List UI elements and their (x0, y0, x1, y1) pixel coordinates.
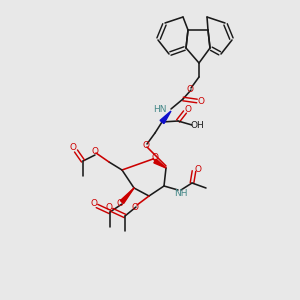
Text: O: O (91, 199, 98, 208)
Text: O: O (187, 85, 194, 94)
Text: O: O (184, 106, 191, 115)
Text: O: O (197, 98, 205, 106)
Text: O: O (92, 146, 98, 155)
Text: O: O (70, 143, 76, 152)
Text: O: O (194, 164, 202, 173)
Text: O: O (116, 200, 124, 208)
Text: O: O (106, 202, 112, 211)
Polygon shape (154, 159, 166, 168)
Text: NH: NH (174, 190, 188, 199)
Polygon shape (160, 111, 171, 124)
Text: HN: HN (154, 106, 167, 115)
Text: OH: OH (190, 122, 204, 130)
Polygon shape (120, 188, 134, 203)
Text: O: O (142, 140, 149, 149)
Text: O: O (131, 202, 139, 211)
Text: O: O (152, 152, 158, 161)
